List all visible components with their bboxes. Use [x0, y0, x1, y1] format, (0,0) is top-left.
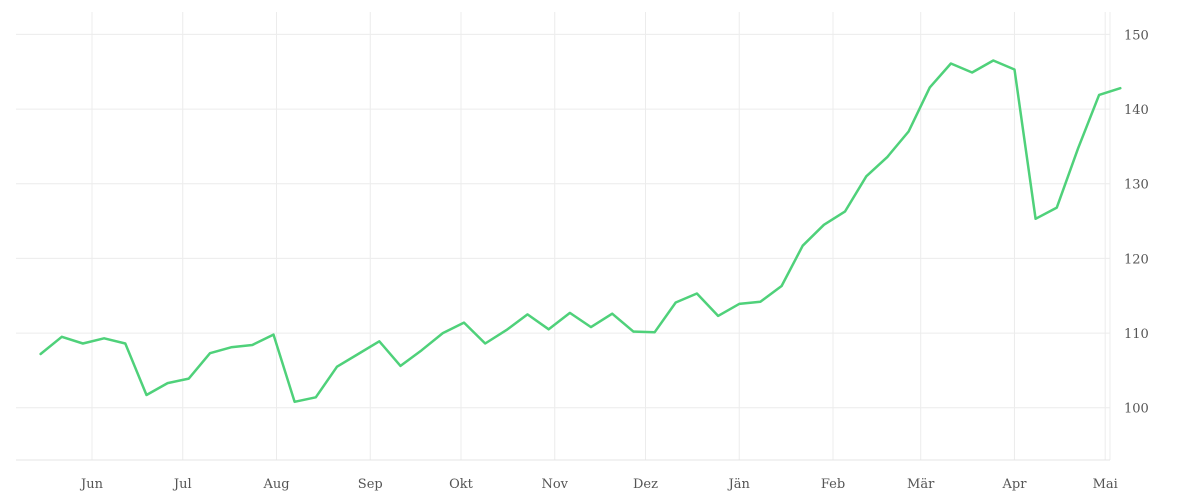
series-line [39, 59, 1122, 404]
x-tick-labels: Jun Jul Aug Sep Okt Nov Dez Jän Feb Mär Apr Mai [79, 477, 1118, 492]
x-tick-label: Jän [727, 477, 751, 492]
y-tick-label: 150 [1124, 28, 1149, 43]
x-tick-label: Dez [633, 477, 658, 492]
x-tick-label: Okt [449, 477, 474, 492]
x-tick-label: Feb [821, 477, 845, 492]
x-tick-label: Mai [1093, 477, 1118, 492]
x-tick-label: Nov [541, 477, 568, 492]
y-tick-label: 140 [1124, 103, 1149, 118]
y-tick-label: 110 [1124, 327, 1149, 342]
y-tick-label: 120 [1124, 252, 1149, 267]
x-tick-label: Aug [262, 477, 289, 492]
y-tick-label: 130 [1124, 178, 1149, 193]
x-tick-label: Jun [79, 477, 104, 492]
series-layer [39, 59, 1122, 404]
y-gridlines [16, 33, 1110, 409]
x-gridlines [91, 12, 1111, 460]
x-tick-label: Apr [1001, 477, 1027, 492]
x-tick-label: Sep [358, 477, 383, 492]
y-tick-labels: 100 110 120 130 140 150 [1124, 28, 1149, 416]
y-tick-label: 100 [1124, 402, 1149, 417]
x-tick-label: Jul [172, 477, 192, 492]
x-tick-label: Mär [907, 477, 935, 492]
